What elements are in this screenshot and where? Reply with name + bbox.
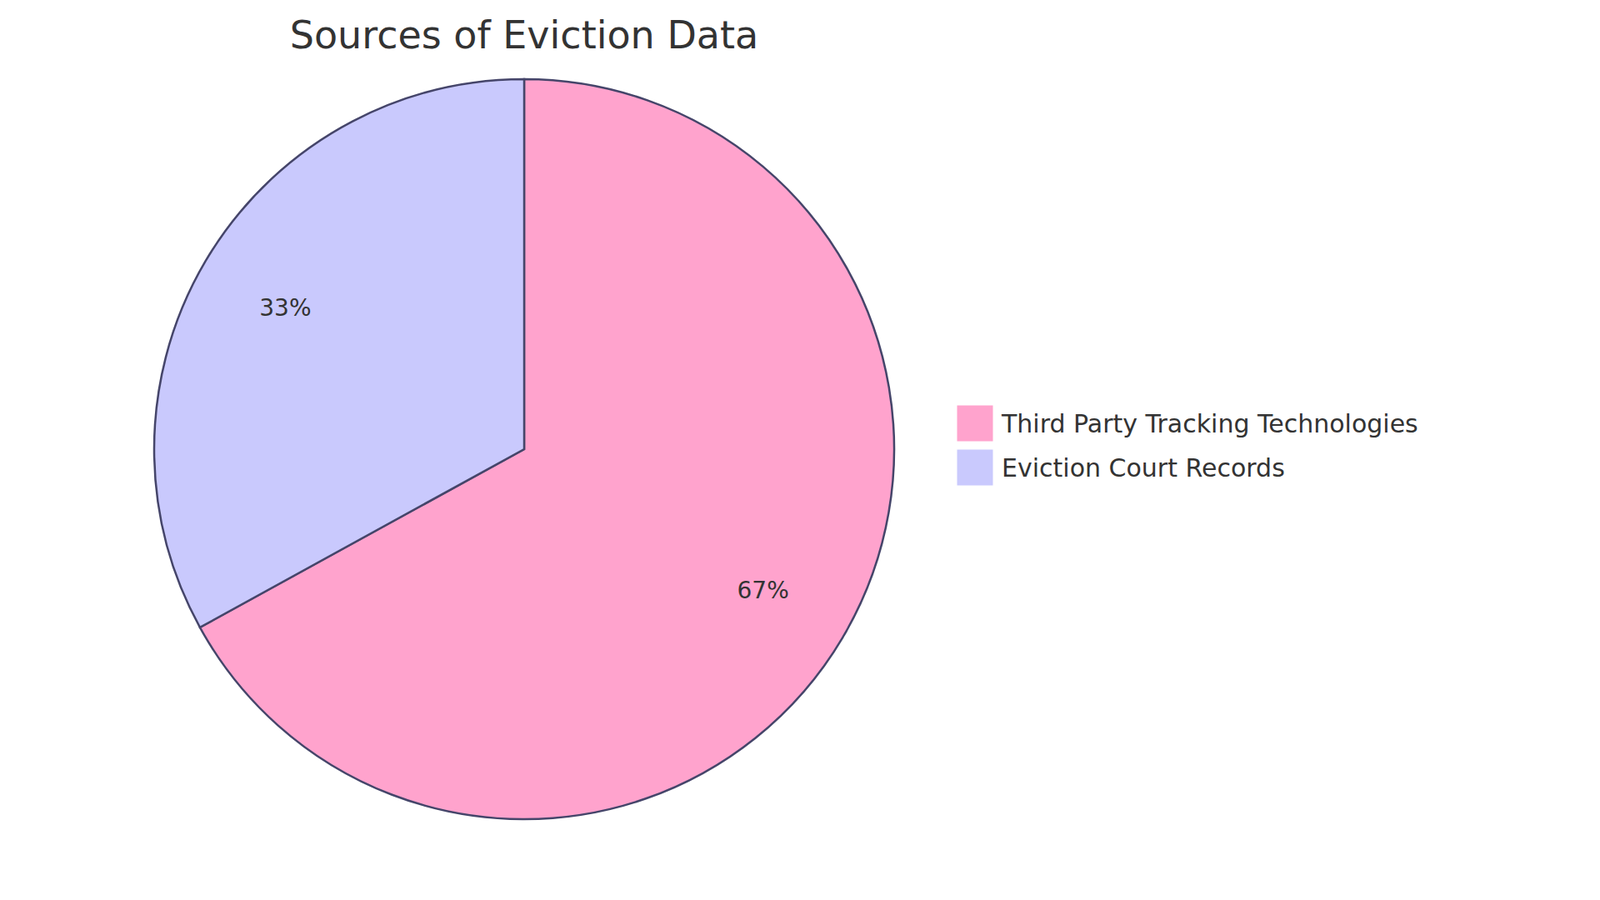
legend-label: Third Party Tracking Technologies <box>1000 409 1419 439</box>
legend-swatch <box>956 405 994 442</box>
legend-label: Eviction Court Records <box>1001 453 1285 483</box>
data-label: 33% <box>259 294 311 322</box>
pie-slice <box>154 79 525 628</box>
chart: Sources of Eviction Data 67% 33% Third Part… <box>0 0 1600 900</box>
title: Sources of Eviction Data <box>290 12 759 58</box>
legend-swatch <box>956 449 994 486</box>
pie: 67% 33% <box>154 79 895 820</box>
data-label: 67% <box>737 576 790 605</box>
legend: Third Party Tracking Technologies Evictio… <box>956 405 1419 486</box>
